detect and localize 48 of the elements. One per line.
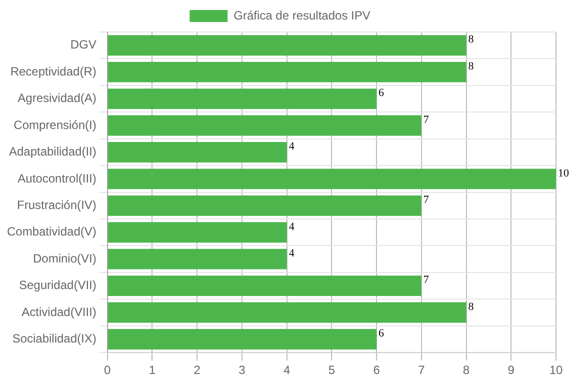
bar	[108, 168, 556, 190]
data-label: 8	[468, 34, 474, 46]
x-tick-label: 1	[148, 363, 156, 378]
y-tick-label: DGV	[70, 38, 96, 52]
y-tick-label: Autocontrol(III)	[18, 171, 96, 186]
y-tick-label: Dominio(VI)	[33, 251, 96, 266]
bar	[108, 248, 287, 270]
y-tick-label: Seguridad(VII)	[18, 278, 96, 292]
x-tick-label: 9	[508, 363, 515, 378]
bar	[108, 195, 422, 216]
x-tick-label: 8	[462, 363, 470, 378]
data-label: 8	[468, 60, 474, 72]
y-tick-label: Adaptabilidad(II)	[8, 144, 96, 159]
y-tick-label: Receptividad(R)	[10, 64, 96, 78]
y-tick-label: Actividad(VIII)	[22, 304, 96, 319]
y-tick-label: Combatividad(V)	[6, 224, 96, 239]
y-tick-label: Sociabilidad(IX)	[12, 332, 96, 346]
x-tick-label: 2	[194, 363, 201, 378]
data-label: 10	[558, 167, 570, 180]
bar	[108, 115, 422, 136]
x-tick-label: 3	[238, 363, 246, 378]
y-tick-label: Comprensión(I)	[14, 118, 96, 132]
x-tick-label: 6	[373, 363, 380, 378]
bar	[108, 142, 287, 162]
bar	[108, 62, 466, 82]
data-label: 8	[468, 300, 474, 313]
bar	[108, 276, 422, 296]
data-label: 6	[378, 328, 385, 340]
x-tick-label: 7	[418, 363, 426, 378]
data-label: 7	[423, 194, 430, 206]
x-tick-label: 4	[283, 363, 290, 378]
y-tick-label: Frustración(IV)	[17, 198, 96, 212]
x-tick-label: 0	[104, 363, 112, 378]
x-tick-label: 5	[328, 363, 336, 378]
bar	[108, 329, 377, 350]
data-label: 7	[423, 274, 430, 286]
bar	[108, 222, 287, 243]
bar	[108, 302, 466, 323]
data-label: 4	[288, 247, 295, 260]
legend-label: Gráfica de resultados IPV	[234, 8, 370, 22]
x-tick-label: 10	[549, 363, 563, 378]
data-label: 4	[288, 140, 295, 153]
bar	[108, 35, 466, 56]
y-tick-label: Agresividad(A)	[18, 91, 96, 106]
data-label: 4	[288, 220, 295, 233]
data-label: 6	[378, 87, 385, 100]
bar	[108, 88, 377, 110]
data-label: 7	[423, 114, 430, 126]
